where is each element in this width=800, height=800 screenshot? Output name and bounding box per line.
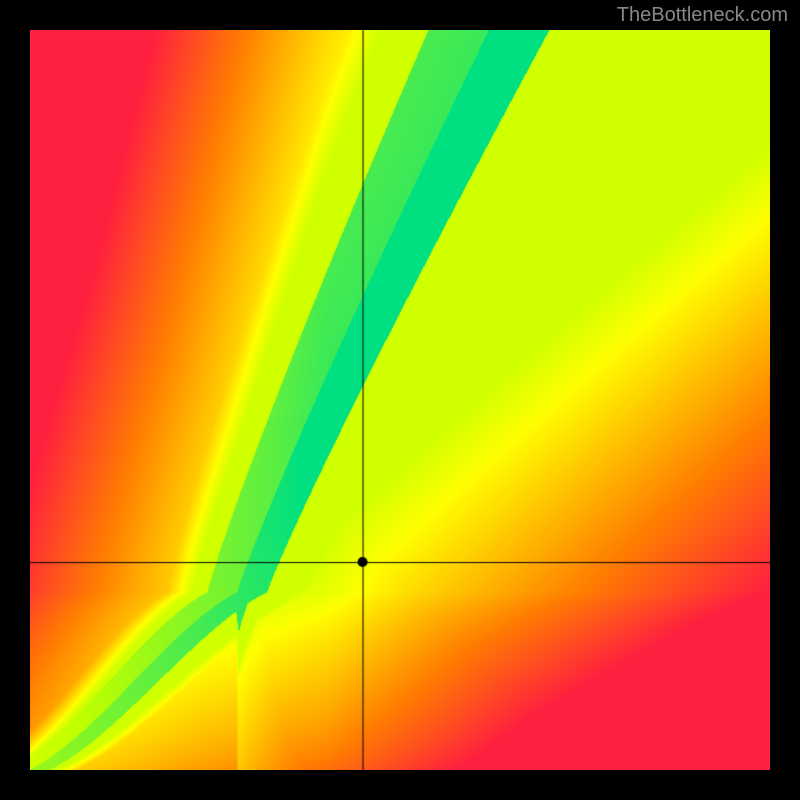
- watermark-text: TheBottleneck.com: [617, 4, 788, 27]
- bottleneck-heatmap: [30, 30, 770, 770]
- heatmap-canvas: [30, 30, 770, 770]
